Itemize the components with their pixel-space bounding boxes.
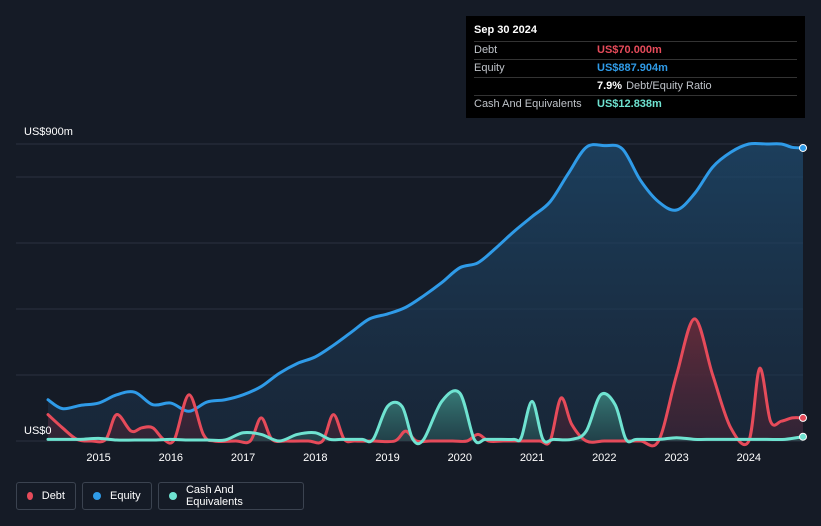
- tooltip-cash-value: US$12.838m: [597, 98, 662, 110]
- tooltip-panel: Sep 30 2024 Debt US$70.000m Equity US$88…: [466, 16, 805, 118]
- legend-debt[interactable]: Debt: [16, 482, 76, 510]
- series-endpoints: [799, 143, 807, 441]
- cash-and-equivalents-line: [46, 389, 805, 446]
- tooltip-cash-label: Cash And Equivalents: [474, 98, 582, 110]
- x-tick-label-2024: 2024: [737, 452, 761, 464]
- x-tick-label-2016: 2016: [159, 452, 183, 464]
- legend-equity[interactable]: Equity: [82, 482, 152, 510]
- equity-area: [48, 143, 803, 441]
- y-axis-zero-label: US$0: [24, 425, 52, 437]
- tooltip-equity-label: Equity: [474, 62, 505, 74]
- tooltip-cash-row: Cash And Equivalents US$12.838m: [474, 95, 797, 113]
- debt-area: [48, 318, 803, 446]
- tooltip-ratio-row: 7.9% Debt/Equity Ratio: [474, 77, 797, 95]
- x-tick-label-2015: 2015: [86, 452, 110, 464]
- tooltip-debt-value: US$70.000m: [597, 44, 662, 56]
- tooltip-equity-row: Equity US$887.904m: [474, 59, 797, 77]
- x-tick-label-2021: 2021: [520, 452, 544, 464]
- x-tick-label-2018: 2018: [303, 452, 327, 464]
- x-tick-label-2023: 2023: [664, 452, 688, 464]
- tooltip-debt-label: Debt: [474, 44, 498, 56]
- legend-equity-label: Equity: [110, 490, 141, 502]
- x-tick-label-2020: 2020: [448, 452, 472, 464]
- cash-legend-dot-icon: [169, 492, 177, 500]
- tooltip-debt-row: Debt US$70.000m: [474, 41, 797, 59]
- x-tick-label-2019: 2019: [375, 452, 399, 464]
- debt-endpoint: [799, 413, 807, 422]
- cash-and-equivalents-endpoint: [799, 432, 807, 441]
- tooltip-ratio-value: 7.9%: [597, 80, 623, 92]
- legend-cash-label: Cash And Equivalents: [185, 484, 243, 508]
- x-tick-label-2022: 2022: [592, 452, 616, 464]
- series-lines: [46, 141, 805, 448]
- tooltip-date: Sep 30 2024: [474, 24, 537, 36]
- debt-legend-dot-icon: [27, 492, 33, 500]
- tooltip-equity-value: US$887.904m: [597, 62, 668, 74]
- equity-legend-dot-icon: [93, 492, 101, 500]
- legend-cash[interactable]: Cash And Equivalents: [158, 482, 304, 510]
- legend-debt-label: Debt: [41, 490, 65, 502]
- equity-line: [46, 141, 805, 413]
- tooltip-ratio-label: Debt/Equity Ratio: [626, 80, 712, 92]
- y-axis-max-label: US$900m: [24, 126, 73, 138]
- equity-endpoint: [799, 143, 807, 152]
- x-axis-ticks: 2015 2016 2017 2018 2019 2020 2021 2022 2023 2024: [86, 452, 761, 464]
- x-tick-label-2017: 2017: [231, 452, 255, 464]
